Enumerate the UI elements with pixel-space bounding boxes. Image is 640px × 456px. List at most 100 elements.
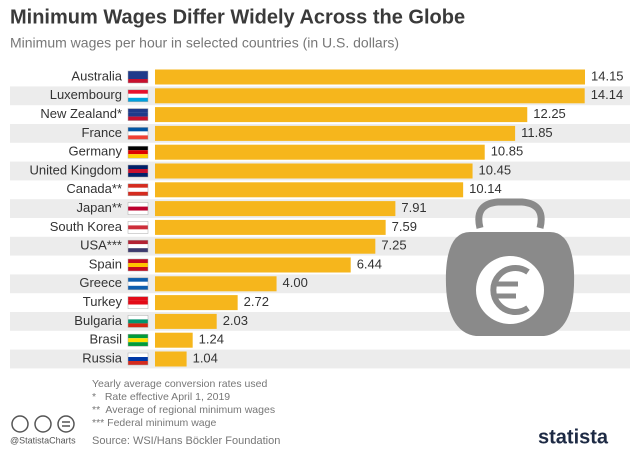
value-label: 14.14 — [591, 87, 624, 102]
flag-stripe — [128, 248, 148, 253]
bar — [155, 295, 238, 311]
value-label: 10.85 — [491, 144, 524, 159]
flag-border — [127, 296, 149, 309]
bar — [155, 238, 376, 254]
footnote: *** Federal minimum wage — [92, 417, 216, 429]
bar — [155, 163, 473, 179]
y-tick-label: Turkey — [83, 294, 123, 309]
source: Source: WSI/Hans Böckler Foundation — [92, 435, 280, 447]
flag-stripe — [128, 108, 148, 113]
flag-stripe — [128, 357, 148, 361]
flag-stripe — [128, 244, 148, 249]
flag-stripe — [128, 240, 148, 245]
y-tick-label: Luxembourg — [50, 87, 122, 102]
y-tick-label: Greece — [79, 275, 122, 290]
value-label: 1.24 — [199, 332, 224, 347]
y-tick-label: Russia — [82, 350, 123, 365]
flag-stripe — [128, 79, 148, 83]
y-tick-label: Canada** — [66, 181, 122, 196]
flag-stripe — [128, 97, 148, 102]
flag-stripe — [128, 116, 148, 121]
flag-border — [127, 333, 149, 347]
flag-stripe — [128, 323, 148, 328]
flag-stripe — [128, 154, 148, 159]
value-label: 10.45 — [479, 162, 512, 177]
flag-stripe — [128, 221, 148, 226]
y-tick-label: USA*** — [80, 238, 122, 253]
flag-stripe — [128, 187, 148, 192]
flag-border — [127, 277, 149, 291]
value-label: 11.85 — [521, 125, 553, 140]
y-tick-label: Australia — [71, 68, 122, 83]
flag-stripe — [128, 206, 148, 211]
flag-stripe — [128, 267, 148, 271]
y-tick-label: New Zealand* — [40, 106, 122, 121]
flag-stripe — [128, 225, 148, 230]
bar — [155, 69, 585, 85]
bar — [155, 88, 585, 104]
footnote: Yearly average conversion rates used — [92, 378, 267, 390]
value-label: 1.04 — [193, 350, 218, 365]
nd-icon — [57, 415, 75, 433]
flag-stripe — [128, 296, 148, 301]
flag-border — [127, 127, 149, 140]
bar — [155, 125, 516, 141]
value-label: 7.59 — [392, 219, 417, 234]
value-label: 12.25 — [533, 106, 566, 121]
bar — [155, 351, 187, 367]
flag-stripe — [128, 277, 148, 282]
value-label: 2.03 — [223, 313, 248, 328]
bar — [155, 313, 217, 329]
flag-stripe — [128, 146, 148, 151]
value-label: 14.15 — [591, 68, 624, 83]
flag-stripe — [128, 93, 148, 98]
flag-border — [127, 239, 149, 253]
flag-border — [127, 145, 149, 159]
y-tick-label: Japan** — [76, 200, 122, 215]
flag-stripe — [128, 71, 148, 75]
y-tick-label: Bulgaria — [74, 313, 122, 328]
bar — [155, 276, 277, 292]
flag-stripe — [128, 315, 148, 320]
flag-stripe — [128, 229, 148, 234]
value-label: 6.44 — [357, 256, 382, 271]
flag-stripe — [128, 131, 148, 136]
flag-stripe — [128, 75, 148, 79]
bar — [155, 219, 386, 235]
flag-border — [127, 352, 149, 366]
flag-border — [127, 258, 149, 272]
flag-stripe — [128, 361, 148, 365]
flag-stripe — [128, 334, 148, 339]
flag-stripe — [128, 173, 148, 177]
by-icon — [34, 415, 52, 433]
y-tick-label: United Kingdom — [30, 162, 123, 177]
handle: @StatistaCharts — [10, 435, 76, 445]
bar — [155, 332, 193, 348]
flag-stripe — [128, 135, 148, 140]
bar — [155, 201, 396, 217]
flag-border — [127, 70, 149, 84]
footnote: * Rate effective April 1, 2019 — [92, 391, 230, 403]
bar — [155, 182, 464, 198]
license-icons — [11, 415, 75, 433]
flag-stripe — [128, 202, 148, 207]
value-label: 10.14 — [469, 181, 502, 196]
flag-stripe — [128, 169, 148, 173]
flag-stripe — [128, 183, 148, 188]
flag-stripe — [128, 281, 148, 286]
flag-stripe — [128, 342, 148, 347]
flag-stripe — [128, 210, 148, 215]
value-label: 7.91 — [401, 200, 426, 215]
y-tick-label: South Korea — [50, 219, 123, 234]
flag-stripe — [128, 263, 148, 267]
y-tick-label: Spain — [89, 256, 122, 271]
y-tick-label: France — [82, 125, 122, 140]
flag-stripe — [128, 127, 148, 132]
value-label: 7.25 — [381, 238, 406, 253]
flag-border — [127, 315, 149, 328]
euro-sign — [490, 265, 530, 315]
flag-border — [127, 221, 149, 234]
value-label: 2.72 — [244, 294, 269, 309]
flag-border — [127, 202, 149, 215]
